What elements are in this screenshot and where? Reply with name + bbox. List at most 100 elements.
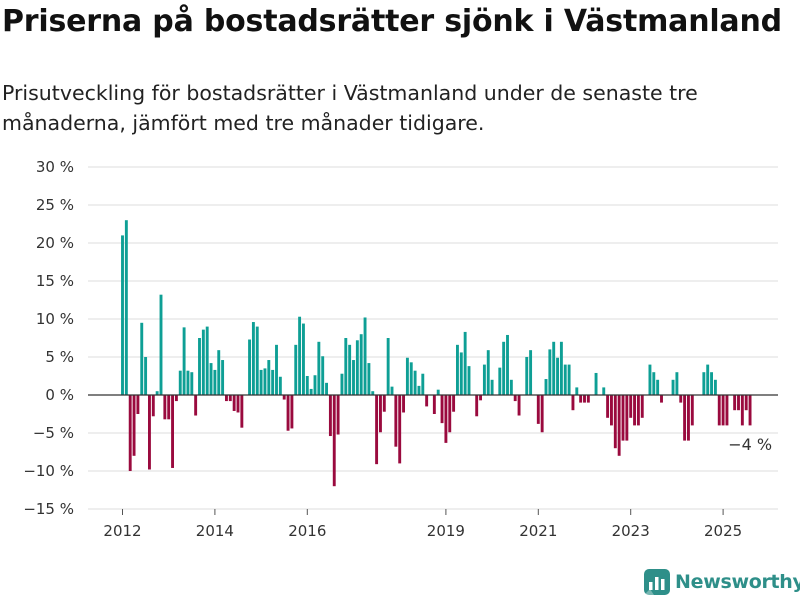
bar [232,395,236,411]
bar [740,395,744,426]
bar [725,395,729,426]
bar [648,364,652,395]
bar [355,340,359,395]
bar [286,395,290,431]
bar [321,356,325,395]
bar [633,395,636,426]
bar [405,357,409,395]
x-tick-label: 2021 [519,522,557,540]
bar [386,338,390,395]
bar [713,379,717,395]
y-tick-label: 30 % [36,158,74,176]
bars [121,220,752,487]
bar [436,389,440,395]
bar [432,395,436,414]
bar [525,357,529,395]
bar [136,395,140,414]
bar [217,350,221,395]
bar [563,364,567,395]
bar [128,395,132,471]
y-tick-label: −5 % [33,424,74,442]
bar [513,395,517,402]
bar [155,391,159,395]
brand-name: Newsworthy [675,571,800,593]
bar [737,395,740,411]
bar [606,395,610,418]
y-tick-label: 10 % [36,310,74,328]
bar [190,372,194,395]
bar [610,395,613,426]
bar [482,364,486,395]
chart-title: Priserna på bostadsrätter sjönk i Västma… [2,4,782,39]
bar [621,395,625,441]
bar [313,375,317,395]
bar [132,395,136,456]
bar [336,395,340,435]
bar [690,395,694,426]
bar [702,372,706,395]
newsworthy-logo: Newsworthy [644,569,800,595]
bar [687,395,690,441]
bar [586,395,590,403]
bar [613,395,617,449]
bar [375,395,379,465]
bar [174,395,178,402]
bar [328,395,332,437]
bar [440,395,444,424]
bar [544,379,548,395]
bar [305,376,309,395]
bar [159,294,163,395]
bar [502,341,506,395]
bar [213,369,217,395]
bar [240,395,244,428]
bar [382,395,386,412]
x-tick-label: 2025 [704,522,742,540]
bar [178,370,182,395]
bar [413,370,417,395]
x-tick-label: 2014 [196,522,234,540]
bar [275,344,278,395]
bar [594,372,598,395]
bar [456,344,459,395]
bar [409,362,413,395]
bar [148,395,151,470]
bar [278,376,282,395]
bar [571,395,575,411]
bar [710,372,713,395]
bar [379,395,382,433]
bar [540,395,544,433]
bar [124,220,128,395]
bar [529,350,533,395]
bar [444,395,448,443]
bar [402,395,405,413]
bar [417,385,421,395]
bar [652,372,656,395]
bar [182,327,186,395]
bar [225,395,228,402]
bar [640,395,644,418]
bar [340,373,344,395]
bar [398,395,402,464]
bar [198,338,201,395]
y-tick-label: 25 % [36,196,74,214]
bar [121,235,124,395]
bar [359,334,363,395]
bar [363,317,367,395]
bar [163,395,167,420]
bar [344,338,348,395]
bar [552,341,556,395]
bar [228,395,232,402]
x-tick-label: 2016 [288,522,326,540]
bar [251,322,255,395]
y-tick-label: −15 % [23,500,74,518]
bar [463,331,467,395]
y-axis-labels: 30 % 25 % 20 % 15 % 10 % 5 % 0 % −5 % −10 % −15 % [23,158,74,518]
x-tick-label: 2023 [612,522,650,540]
bar [467,366,471,395]
x-tick-label: 2019 [427,522,465,540]
chart-subtitle: Prisutveckling för bostadsrätter i Västm… [2,81,698,135]
bar [167,395,171,420]
gridlines [88,166,778,510]
bar [294,344,298,395]
x-axis: 2012 2014 2016 2019 2021 2023 2025 [103,509,742,540]
